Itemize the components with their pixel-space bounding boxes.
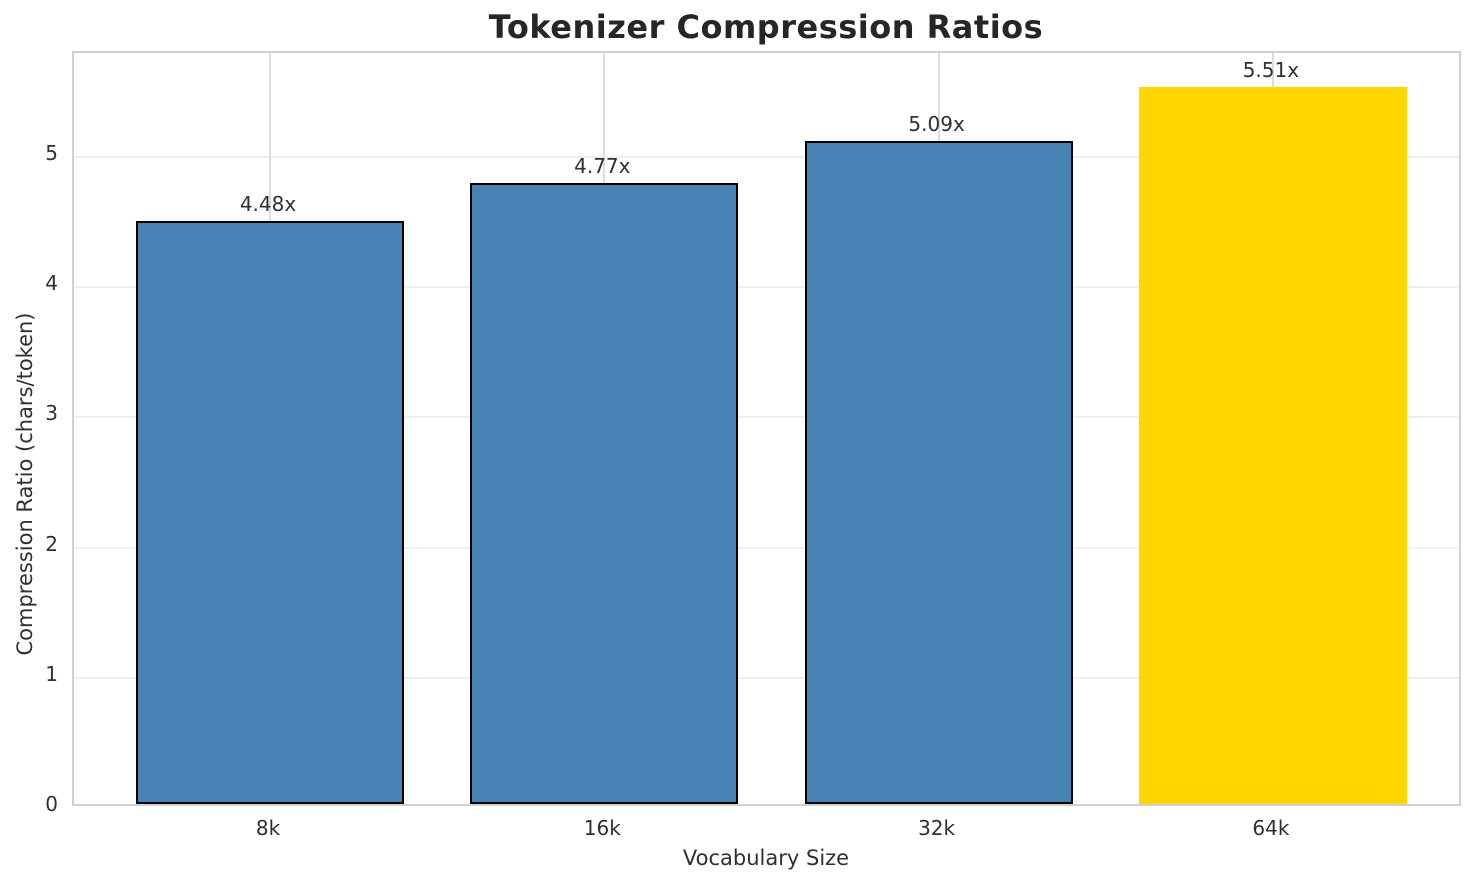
bar-8k	[136, 220, 404, 804]
bar-16k	[470, 183, 739, 804]
y-tick-label: 3	[45, 401, 58, 426]
y-gridline	[74, 546, 1459, 549]
bar-64k	[1138, 86, 1407, 804]
x-tick-label: 8k	[255, 816, 281, 840]
chart-title: Tokenizer Compression Ratios	[488, 8, 1044, 46]
bar-value-label: 5.51x	[1242, 57, 1300, 82]
x-tick-label: 32k	[918, 816, 956, 840]
y-tick-label: 5	[45, 141, 58, 166]
y-tick-label: 0	[45, 792, 58, 816]
y-gridline	[74, 676, 1459, 679]
bar-value-label: 4.77x	[574, 154, 631, 179]
bar-32k	[804, 141, 1073, 804]
x-axis-label: Vocabulary Size	[682, 846, 850, 870]
y-axis-label: Compression Ratio (chars/token)	[13, 312, 37, 656]
y-gridline	[74, 286, 1459, 289]
y-tick-label: 2	[45, 531, 58, 556]
plot-area	[72, 51, 1461, 806]
bar-value-label: 5.09x	[908, 112, 965, 137]
y-gridline	[74, 416, 1459, 419]
y-tick-label: 4	[45, 271, 58, 296]
x-tick-label: 64k	[1252, 816, 1290, 840]
bar-value-label: 4.48x	[239, 191, 297, 216]
y-gridline	[74, 156, 1459, 159]
x-tick-label: 16k	[583, 816, 621, 840]
y-tick-label: 1	[45, 661, 58, 686]
